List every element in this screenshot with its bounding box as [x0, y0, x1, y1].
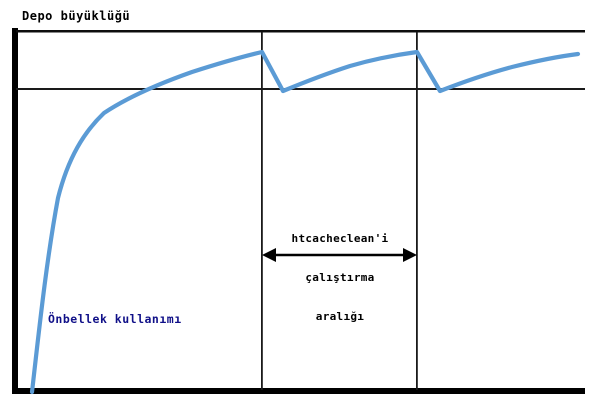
y-axis-line: [12, 28, 18, 394]
x-axis-line: [12, 388, 585, 394]
axis-title-label: Depo büyüklüğü: [22, 9, 131, 23]
cache-limit-line: [16, 88, 585, 90]
annotation-line-3: aralığı: [315, 310, 365, 323]
htcacheclean-interval-arrow: [262, 248, 417, 262]
cache-usage-label: Önbellek kullanımı: [48, 312, 182, 326]
annotation-line-1: htcacheclean'i: [291, 232, 389, 245]
cache-usage-curve: [29, 49, 581, 395]
annotation-line-2: çalıştırma: [305, 271, 375, 284]
htcacheclean-interval-annotation: htcacheclean'i çalıştırma aralığı: [262, 206, 418, 349]
storage-size-line: [16, 30, 585, 33]
cleanup-event-line-2: [416, 32, 418, 390]
interval-arrow-head-right: [403, 248, 417, 262]
interval-arrow-head-left: [262, 248, 276, 262]
cleanup-event-line-1: [261, 32, 263, 390]
